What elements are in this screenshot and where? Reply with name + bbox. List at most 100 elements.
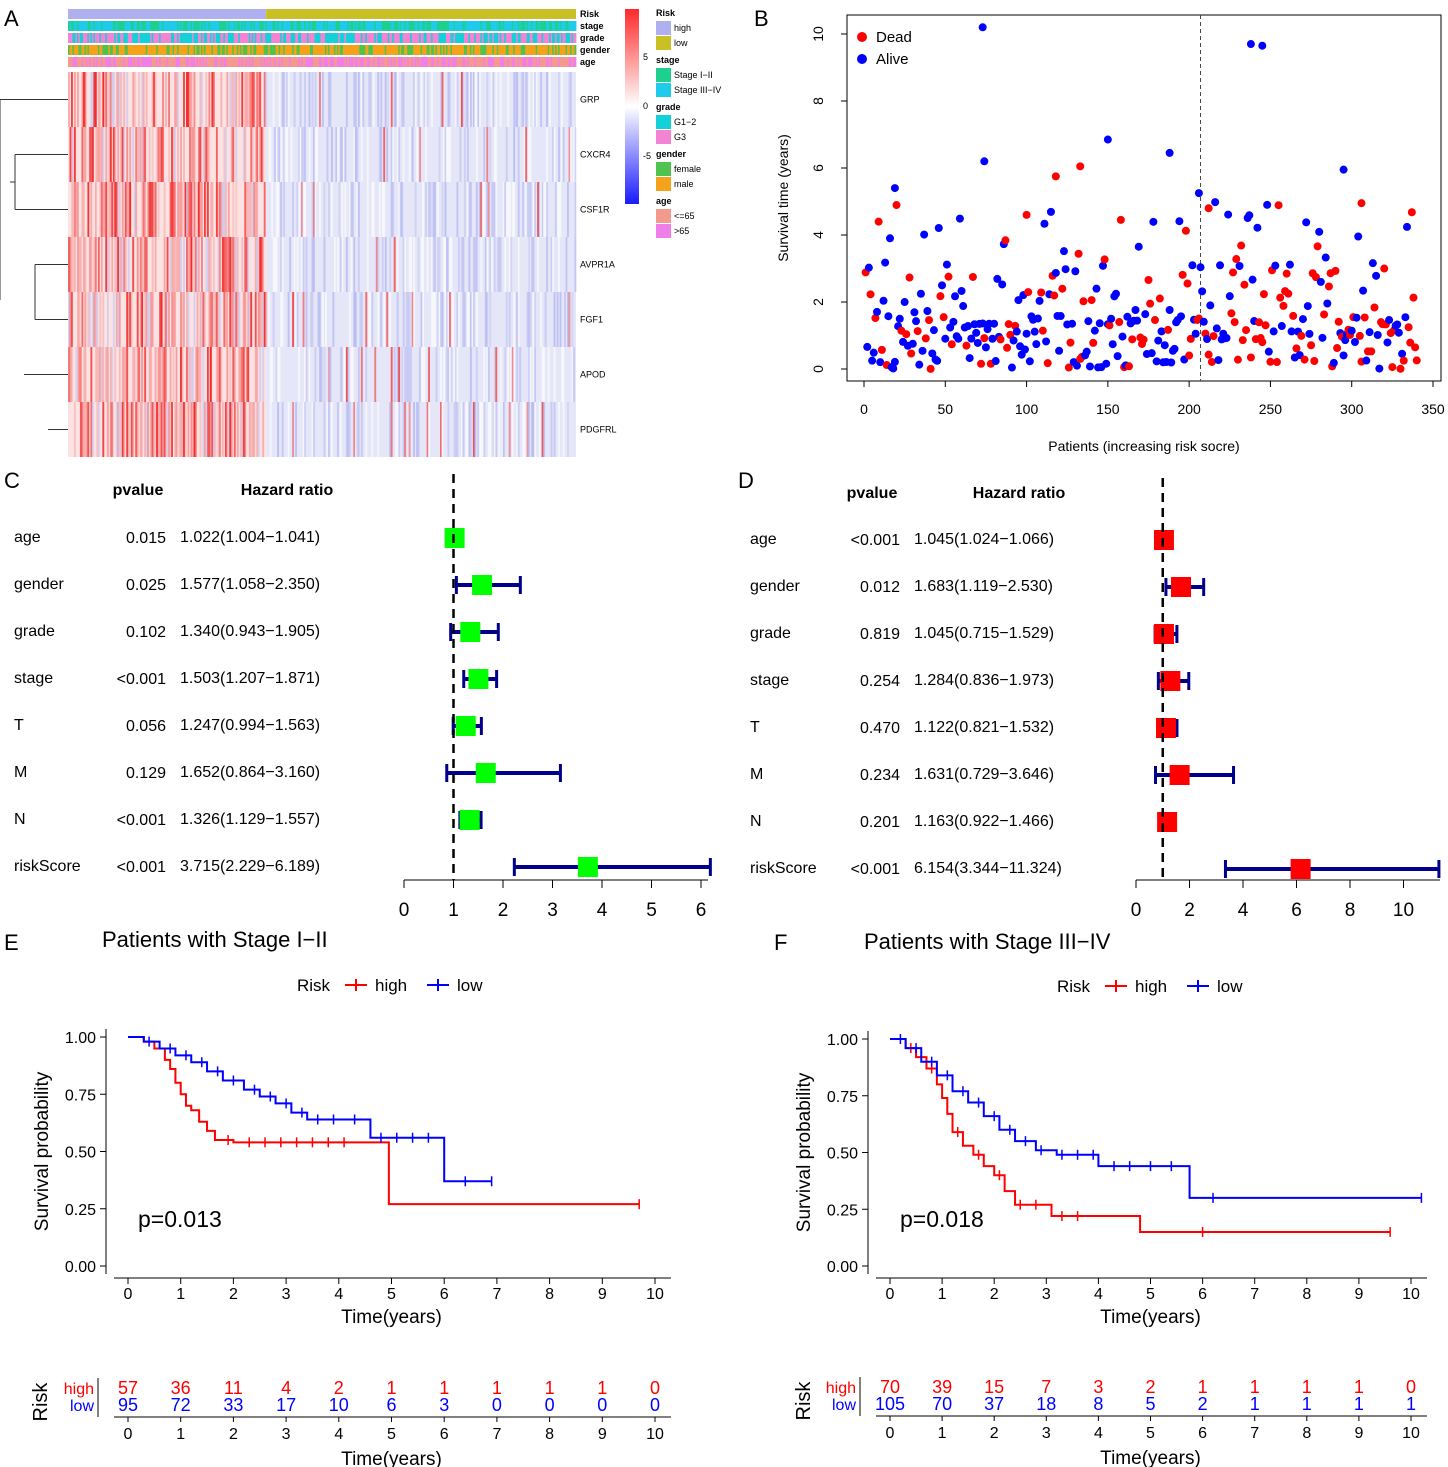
track-cell [559,57,562,67]
patient-point [1354,232,1363,241]
heat-cell [558,72,560,127]
track-cell [449,21,451,31]
heat-cell [94,347,97,402]
patient-point [1102,359,1111,368]
hr-box [1160,671,1181,691]
track-cell [253,21,256,31]
patient-point [1105,321,1114,330]
heat-cell [534,347,537,402]
track-cell [570,45,572,55]
row-pvalue: 0.819 [860,626,900,643]
row-hr-text: 1.122(0.821−1.532) [914,719,1054,736]
track-cell [407,21,410,31]
track-cell [96,21,99,31]
heat-cell [189,182,191,237]
track-cell [522,21,525,31]
track-cell [335,21,338,31]
track-cell [540,45,543,55]
legend-label: low [457,976,483,995]
track-cell [174,21,176,31]
heat-cell [206,347,209,402]
track-cell [465,21,468,31]
patient-point [1165,305,1174,314]
track-cell [266,57,269,67]
track-cell [156,45,159,55]
heat-cell [525,127,528,182]
track-cell [345,57,348,67]
heat-cell [389,402,392,457]
patient-point [1059,247,1068,256]
heat-cell [311,72,314,127]
heat-cell [235,72,238,127]
heat-cell [103,72,106,127]
heat-cell [404,237,407,292]
heat-cell [457,292,460,347]
patient-point [1212,324,1221,333]
heat-cell [298,182,300,237]
heat-cell [546,237,549,292]
heat-cell [139,402,142,457]
y-tick-label: 0 [810,365,826,373]
heat-cell [353,127,356,182]
track-cell [103,57,106,67]
hr-box [1156,718,1177,738]
track-cell [308,33,311,43]
heat-cell [145,292,148,347]
heat-cell [432,292,435,347]
track-cell [564,33,566,43]
patient-point [886,234,895,243]
at-risk-count: 4 [281,1378,291,1398]
track-cell [142,45,145,55]
heat-cell [463,182,466,237]
heat-cell [413,237,416,292]
heat-cell [241,237,244,292]
heat-cell [462,72,465,127]
heat-cell [414,182,417,237]
heat-cell [492,72,495,127]
heat-cell [200,182,203,237]
heat-cell [178,182,181,237]
track-cell [389,21,392,31]
track-cell [156,33,159,43]
heat-cell [144,182,147,237]
track-cell [313,21,315,31]
track-cell [423,21,426,31]
track-cell [259,33,262,43]
row-hr-text: 1.045(1.024−1.066) [914,531,1054,548]
track-cell [238,33,241,43]
heat-cell [472,237,475,292]
x-tick-label: 50 [937,401,953,417]
heat-cell [513,127,516,182]
patient-point [1038,326,1047,335]
heat-cell [218,347,221,402]
heat-cell [487,402,490,457]
patient-point [1111,289,1120,298]
heat-cell [212,72,215,127]
legend-swatch [656,83,671,97]
y-tick-label: 1.00 [65,1030,96,1047]
track-cell [558,57,560,67]
x-tick-label: 3 [547,900,558,921]
heat-cell [401,347,404,402]
track-cell [550,21,553,31]
heat-cell [115,292,118,347]
track-cell [172,57,175,67]
heat-cell [82,347,85,402]
heat-cell [333,237,336,292]
patient-point [1282,269,1291,278]
heat-cell [278,347,281,402]
track-cell [193,33,196,43]
heat-cell [311,402,314,457]
heat-cell [109,72,112,127]
track-cell [280,45,283,55]
heat-cell [469,347,472,402]
x-tick-label: 350 [1421,401,1445,417]
heat-cell [460,72,463,127]
heat-cell [126,72,129,127]
heat-cell [150,402,153,457]
track-cell [492,33,495,43]
track-cell [218,45,221,55]
track-cell [145,33,148,43]
heat-cell [459,127,462,182]
track-cell [511,57,514,67]
